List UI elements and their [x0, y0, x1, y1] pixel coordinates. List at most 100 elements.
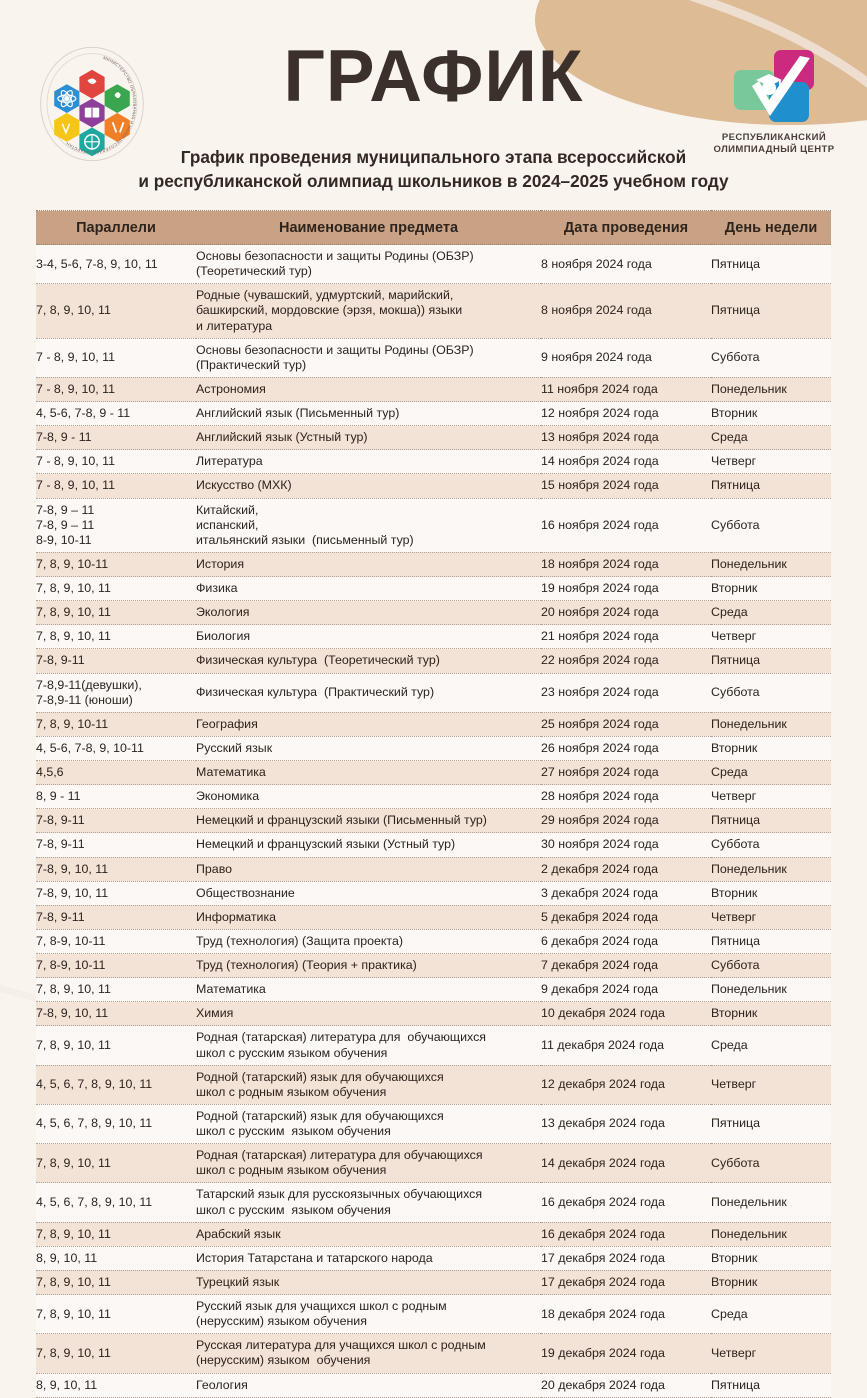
cell-date: 13 декабря 2024 года [541, 1104, 711, 1145]
table-header-row: Параллели Наименование предмета Дата про… [36, 210, 831, 245]
cell-subject: Основы безопасности и защиты Родины (ОБЗ… [196, 244, 541, 285]
cell-parallels: 7-8, 9, 10, 11 [36, 857, 196, 882]
cell-weekday-line: Вторник [711, 740, 758, 755]
cell-date: 18 декабря 2024 года [541, 1294, 711, 1335]
cell-weekday-line: Пятница [711, 478, 761, 493]
cell-subject-line: (Практический тур) [196, 357, 307, 372]
caption-line-2: ОЛИМПИАДНЫЙ ЦЕНТР [713, 143, 835, 155]
column-header-date: Дата проведения [541, 210, 711, 245]
cell-subject-line: Немецкий и французский языки (Устный тур… [196, 837, 456, 852]
table-row: 4, 5, 6, 7, 8, 9, 10, 11 Родной (татарски… [36, 1065, 831, 1105]
cell-date: 19 декабря 2024 года [541, 1333, 711, 1374]
table-row: 7, 8, 9, 10, 11 Родные (чувашский, удмурт… [36, 283, 831, 339]
cell-date-line: 17 декабря 2024 года [541, 1274, 665, 1289]
cell-weekday: Суббота [711, 498, 831, 553]
cell-weekday-line: Вторник [711, 581, 758, 595]
cell-date: 11 ноября 2024 года [541, 377, 711, 403]
table-row: 7-8,9-11(девушки), 7-8,9-11 (юноши) Физиче… [36, 673, 831, 713]
cell-weekday: Суббота [711, 953, 831, 979]
cell-weekday: Понедельник [711, 1222, 831, 1247]
cell-subject: Химия [196, 1001, 541, 1027]
cell-weekday: Понедельник [711, 377, 831, 403]
cell-parallels-line: 8-9, 10-11 [36, 532, 92, 547]
cell-weekday: Понедельник [711, 857, 831, 882]
cell-weekday: Четверг [711, 1065, 831, 1105]
cell-date: 19 ноября 2024 года [541, 576, 711, 602]
cell-date-line: 11 ноября 2024 года [541, 381, 658, 396]
cell-weekday: Понедельник [711, 712, 831, 737]
cell-parallels-line: 7, 8, 9, 10, 11 [36, 581, 111, 595]
cell-weekday-line: Суббота [711, 958, 760, 972]
cell-date-line: 20 декабря 2024 года [541, 1377, 665, 1392]
cell-parallels: 8, 9 - 11 [36, 784, 196, 810]
cell-date-line: 15 ноября 2024 года [541, 478, 659, 493]
olympiad-center-mark [722, 48, 826, 126]
cell-subject-line: Обществознание [196, 885, 295, 900]
cell-parallels-line: 7 - 8, 9, 10, 11 [36, 350, 115, 365]
cell-date: 16 декабря 2024 года [541, 1182, 711, 1223]
cell-date: 16 ноября 2024 года [541, 498, 711, 553]
cell-parallels: 7-8, 9-11 [36, 808, 196, 834]
cell-parallels-line: 7, 8, 9, 10, 11 [36, 1155, 111, 1170]
cell-weekday-line: Среда [711, 1306, 748, 1321]
cell-subject-line: География [196, 716, 258, 731]
cell-weekday-line: Понедельник [711, 982, 787, 997]
cell-parallels-line: 7, 8-9, 10-11 [36, 958, 106, 972]
table-row: 7, 8, 9, 10-11 География 25 ноября 2024 го… [36, 712, 831, 737]
cell-weekday-line: Суббота [711, 350, 760, 365]
cell-date-line: 14 декабря 2024 года [541, 1155, 665, 1170]
cell-subject-line: Родная (татарская) литература для обучаю… [196, 1030, 486, 1045]
cell-weekday: Среда [711, 1294, 831, 1335]
cell-date: 23 ноября 2024 года [541, 673, 711, 713]
cell-parallels-line: 7-8, 9 – 11 [36, 517, 95, 532]
cell-weekday-line: Пятница [711, 1116, 761, 1131]
cell-date: 27 ноября 2024 года [541, 760, 711, 786]
cell-weekday-line: Четверг [711, 454, 757, 469]
cell-date-line: 21 ноября 2024 года [541, 629, 659, 644]
cell-subject: Китайский, испанский, итальянский языки (п… [196, 498, 541, 553]
cell-date-line: 18 декабря 2024 года [541, 1306, 665, 1321]
cell-date-line: 8 ноября 2024 года [541, 303, 652, 318]
cell-parallels-line: 7, 8, 9, 10, 11 [36, 303, 111, 318]
table-row: 8, 9, 10, 11 Геология 20 декабря 2024 года… [36, 1373, 831, 1398]
cell-subject-line: Физическая культура (Практический тур) [196, 685, 435, 700]
cell-parallels-line: 3-4, 5-6, 7-8, 9, 10, 11 [36, 256, 158, 271]
cell-subject: Труд (технология) (Защита проекта) [196, 929, 541, 955]
cell-parallels: 3-4, 5-6, 7-8, 9, 10, 11 [36, 244, 196, 285]
cell-weekday-line: Четверг [711, 789, 757, 804]
cell-weekday-line: Вторник [711, 406, 758, 420]
cell-parallels-line: 7, 8, 9, 10, 11 [36, 1345, 111, 1360]
cell-subject: Английский язык (Письменный тур) [196, 401, 541, 427]
cell-subject-line: Астрономия [196, 381, 266, 396]
cell-parallels: 4, 5, 6, 7, 8, 9, 10, 11 [36, 1104, 196, 1145]
table-row: 7, 8, 9, 10, 11 Математика 9 декабря 2024 … [36, 977, 831, 1003]
table-row: 7-8, 9-11 Информатика 5 декабря 2024 года Ч… [36, 905, 831, 930]
cell-parallels-line: 7, 8, 9, 10, 11 [36, 1226, 111, 1241]
cell-weekday-line: Среда [711, 605, 748, 620]
column-header-subject: Наименование предмета [196, 210, 541, 245]
table-row: 4, 5-6, 7-8, 9, 10-11 Русский язык 26 нояб… [36, 736, 831, 762]
cell-parallels-line: 4, 5-6, 7-8, 9, 10-11 [36, 740, 144, 755]
cell-date-line: 23 ноября 2024 года [541, 685, 659, 700]
cell-date: 7 декабря 2024 года [541, 953, 711, 979]
cell-subject-line: Труд (технология) (Защита проекта) [196, 933, 403, 948]
cell-weekday: Среда [711, 600, 831, 626]
table-row: 7-8, 9-11 Немецкий и французский языки (У… [36, 832, 831, 858]
cell-weekday-line: Понедельник [711, 1194, 787, 1209]
cell-subject-line: школ с родным языком обучения [196, 1084, 387, 1099]
cell-weekday-line: Понедельник [711, 1226, 787, 1241]
cell-weekday: Суббота [711, 673, 831, 713]
cell-subject-line: Литература [196, 454, 263, 469]
table-row: 7, 8, 9, 10, 11 Русская литература для уч… [36, 1333, 831, 1374]
cell-parallels-line: 7-8, 9, 10, 11 [36, 861, 109, 876]
cell-subject: Арабский язык [196, 1222, 541, 1247]
cell-subject-line: Право [196, 861, 233, 876]
cell-subject: Родная (татарская) литература для обучаю… [196, 1143, 541, 1184]
cell-parallels: 7 - 8, 9, 10, 11 [36, 377, 196, 403]
cell-subject-line: Русский язык для учащихся школ с родным [196, 1299, 447, 1313]
cell-weekday-line: Четверг [711, 1345, 757, 1360]
cell-date: 17 декабря 2024 года [541, 1270, 711, 1296]
cell-parallels-line: 7-8, 9, 10, 11 [36, 1006, 109, 1021]
cell-subject: Родные (чувашский, удмуртский, марийский… [196, 283, 541, 339]
cell-weekday-line: Пятница [711, 256, 761, 271]
